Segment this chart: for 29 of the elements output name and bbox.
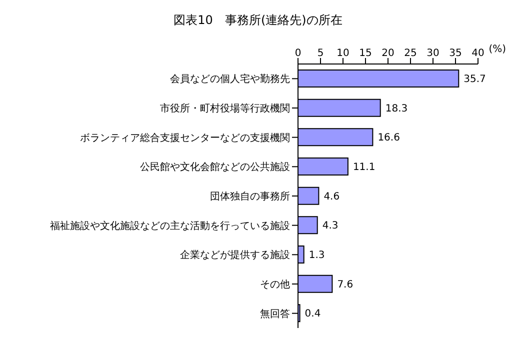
x-tick-label: 35: [449, 48, 462, 59]
data-label: 7.6: [337, 279, 354, 290]
chart-title: 図表10 事務所(連絡先)の所在: [172, 12, 344, 29]
x-tick-label: 5: [317, 48, 324, 59]
x-tick-label: 15: [359, 48, 372, 59]
x-tick-label: 30: [426, 48, 440, 59]
data-label: 18.3: [385, 103, 408, 114]
y-tick-label: 公民館や文化会館などの公共施設: [140, 161, 290, 174]
data-label: 4.6: [324, 191, 340, 202]
y-tick-label: 企業などが提供する施設: [180, 249, 290, 262]
data-label: 0.4: [304, 308, 321, 320]
data-label: 1.3: [308, 250, 325, 262]
data-label: 35.7: [464, 74, 486, 86]
y-tick-label: その他: [260, 278, 290, 291]
x-tick-label: 10: [336, 48, 350, 59]
x-tick-label: 25: [404, 48, 417, 59]
y-tick-label: 福祉施設や文化施設などの主な活動を行っている施設: [50, 220, 290, 232]
x-tick-label: 0: [294, 48, 302, 59]
y-tick-label: 団体独自の事務所: [210, 190, 290, 203]
x-axis-title: (%): [488, 44, 506, 55]
data-label: 11.1: [352, 162, 376, 174]
x-tick-label: 40: [472, 48, 484, 59]
y-tick-label: 会員などの個人宅や勤務先: [170, 73, 290, 86]
y-tick-label: 無回答: [260, 308, 290, 320]
y-tick-label: ボランティア総合支援センターなどの支援機関: [80, 132, 290, 144]
data-label: 4.3: [322, 220, 338, 232]
data-label: 16.6: [378, 132, 400, 144]
x-tick-label: 20: [382, 48, 394, 59]
y-tick-label: 市役所・町村役場等行政機関: [160, 102, 290, 115]
